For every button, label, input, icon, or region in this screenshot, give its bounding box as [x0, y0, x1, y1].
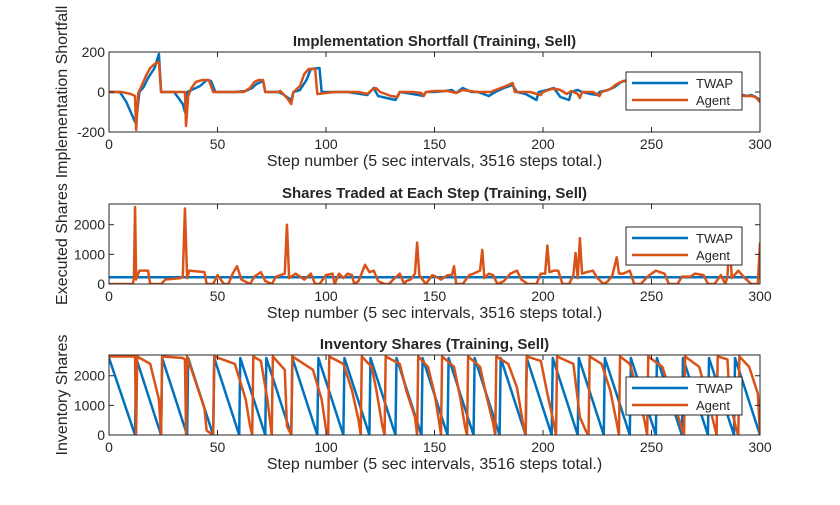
x-tick-label: 300 — [748, 439, 772, 455]
y-axis-label: Inventory Shares — [54, 335, 71, 456]
x-tick-label: 250 — [640, 136, 664, 152]
x-tick-label: 200 — [531, 439, 555, 455]
legend-label-twap: TWAP — [696, 76, 733, 91]
legend: TWAP Agent — [625, 226, 743, 266]
y-tick-label: 1000 — [74, 246, 105, 262]
chart-title: Inventory Shares (Training, Sell) — [320, 336, 549, 353]
legend: TWAP Agent — [625, 376, 743, 416]
x-tick-label: 150 — [423, 288, 447, 304]
x-tick-label: 100 — [314, 288, 338, 304]
x-tick-label: 200 — [531, 136, 555, 152]
x-axis-label: Step number (5 sec intervals, 3516 steps… — [267, 305, 602, 322]
legend-box — [625, 226, 743, 266]
legend-box — [625, 71, 743, 111]
y-axis-label: Implementation Shortfall — [54, 6, 71, 179]
x-axis-label: Step number (5 sec intervals, 3516 steps… — [267, 456, 602, 473]
x-tick-label: 200 — [531, 288, 555, 304]
x-tick-label: 250 — [640, 288, 664, 304]
y-tick-label: 2000 — [74, 368, 105, 384]
y-tick-label: 0 — [97, 427, 105, 443]
y-tick-label: 2000 — [74, 217, 105, 233]
y-tick-label: 0 — [97, 84, 105, 100]
chart-shares-traded: 0 50 100 150 200 250 300 0 1000 2000 Shares Traded… — [54, 183, 772, 322]
x-tick-label: 100 — [314, 136, 338, 152]
legend: TWAP Agent — [625, 71, 743, 111]
x-tick-label: 0 — [105, 288, 113, 304]
x-tick-label: 0 — [105, 439, 113, 455]
x-tick-label: 50 — [210, 439, 226, 455]
series-group — [109, 205, 760, 284]
x-axis-label: Step number (5 sec intervals, 3516 steps… — [267, 153, 602, 170]
series-line-agent — [109, 355, 760, 435]
x-tick-label: 150 — [423, 439, 447, 455]
legend-box — [625, 376, 743, 416]
y-tick-label: -200 — [77, 124, 105, 140]
legend-label-agent: Agent — [696, 248, 730, 263]
chart-implementation-shortfall: 0 50 100 150 200 250 300-2000200Implementation… — [54, 6, 772, 179]
y-tick-label: 200 — [82, 44, 106, 60]
x-tick-label: 300 — [748, 288, 772, 304]
x-tick-label: 0 — [105, 136, 113, 152]
chart-title: Implementation Shortfall (Training, Sell… — [293, 33, 576, 50]
x-tick-label: 150 — [423, 136, 447, 152]
series-line-agent — [109, 205, 760, 284]
legend-label-twap: TWAP — [696, 231, 733, 246]
y-axis-label: Executed Shares — [54, 183, 71, 305]
y-tick-label: 1000 — [74, 397, 105, 413]
series-group — [109, 355, 760, 435]
legend-label-agent: Agent — [696, 398, 730, 413]
chart-title: Shares Traded at Each Step (Training, Se… — [282, 185, 587, 202]
x-tick-label: 100 — [314, 439, 338, 455]
x-tick-label: 300 — [748, 136, 772, 152]
x-tick-label: 50 — [210, 136, 226, 152]
x-tick-label: 50 — [210, 288, 226, 304]
y-tick-label: 0 — [97, 276, 105, 292]
x-tick-label: 250 — [640, 439, 664, 455]
legend-label-twap: TWAP — [696, 381, 733, 396]
legend-label-agent: Agent — [696, 93, 730, 108]
